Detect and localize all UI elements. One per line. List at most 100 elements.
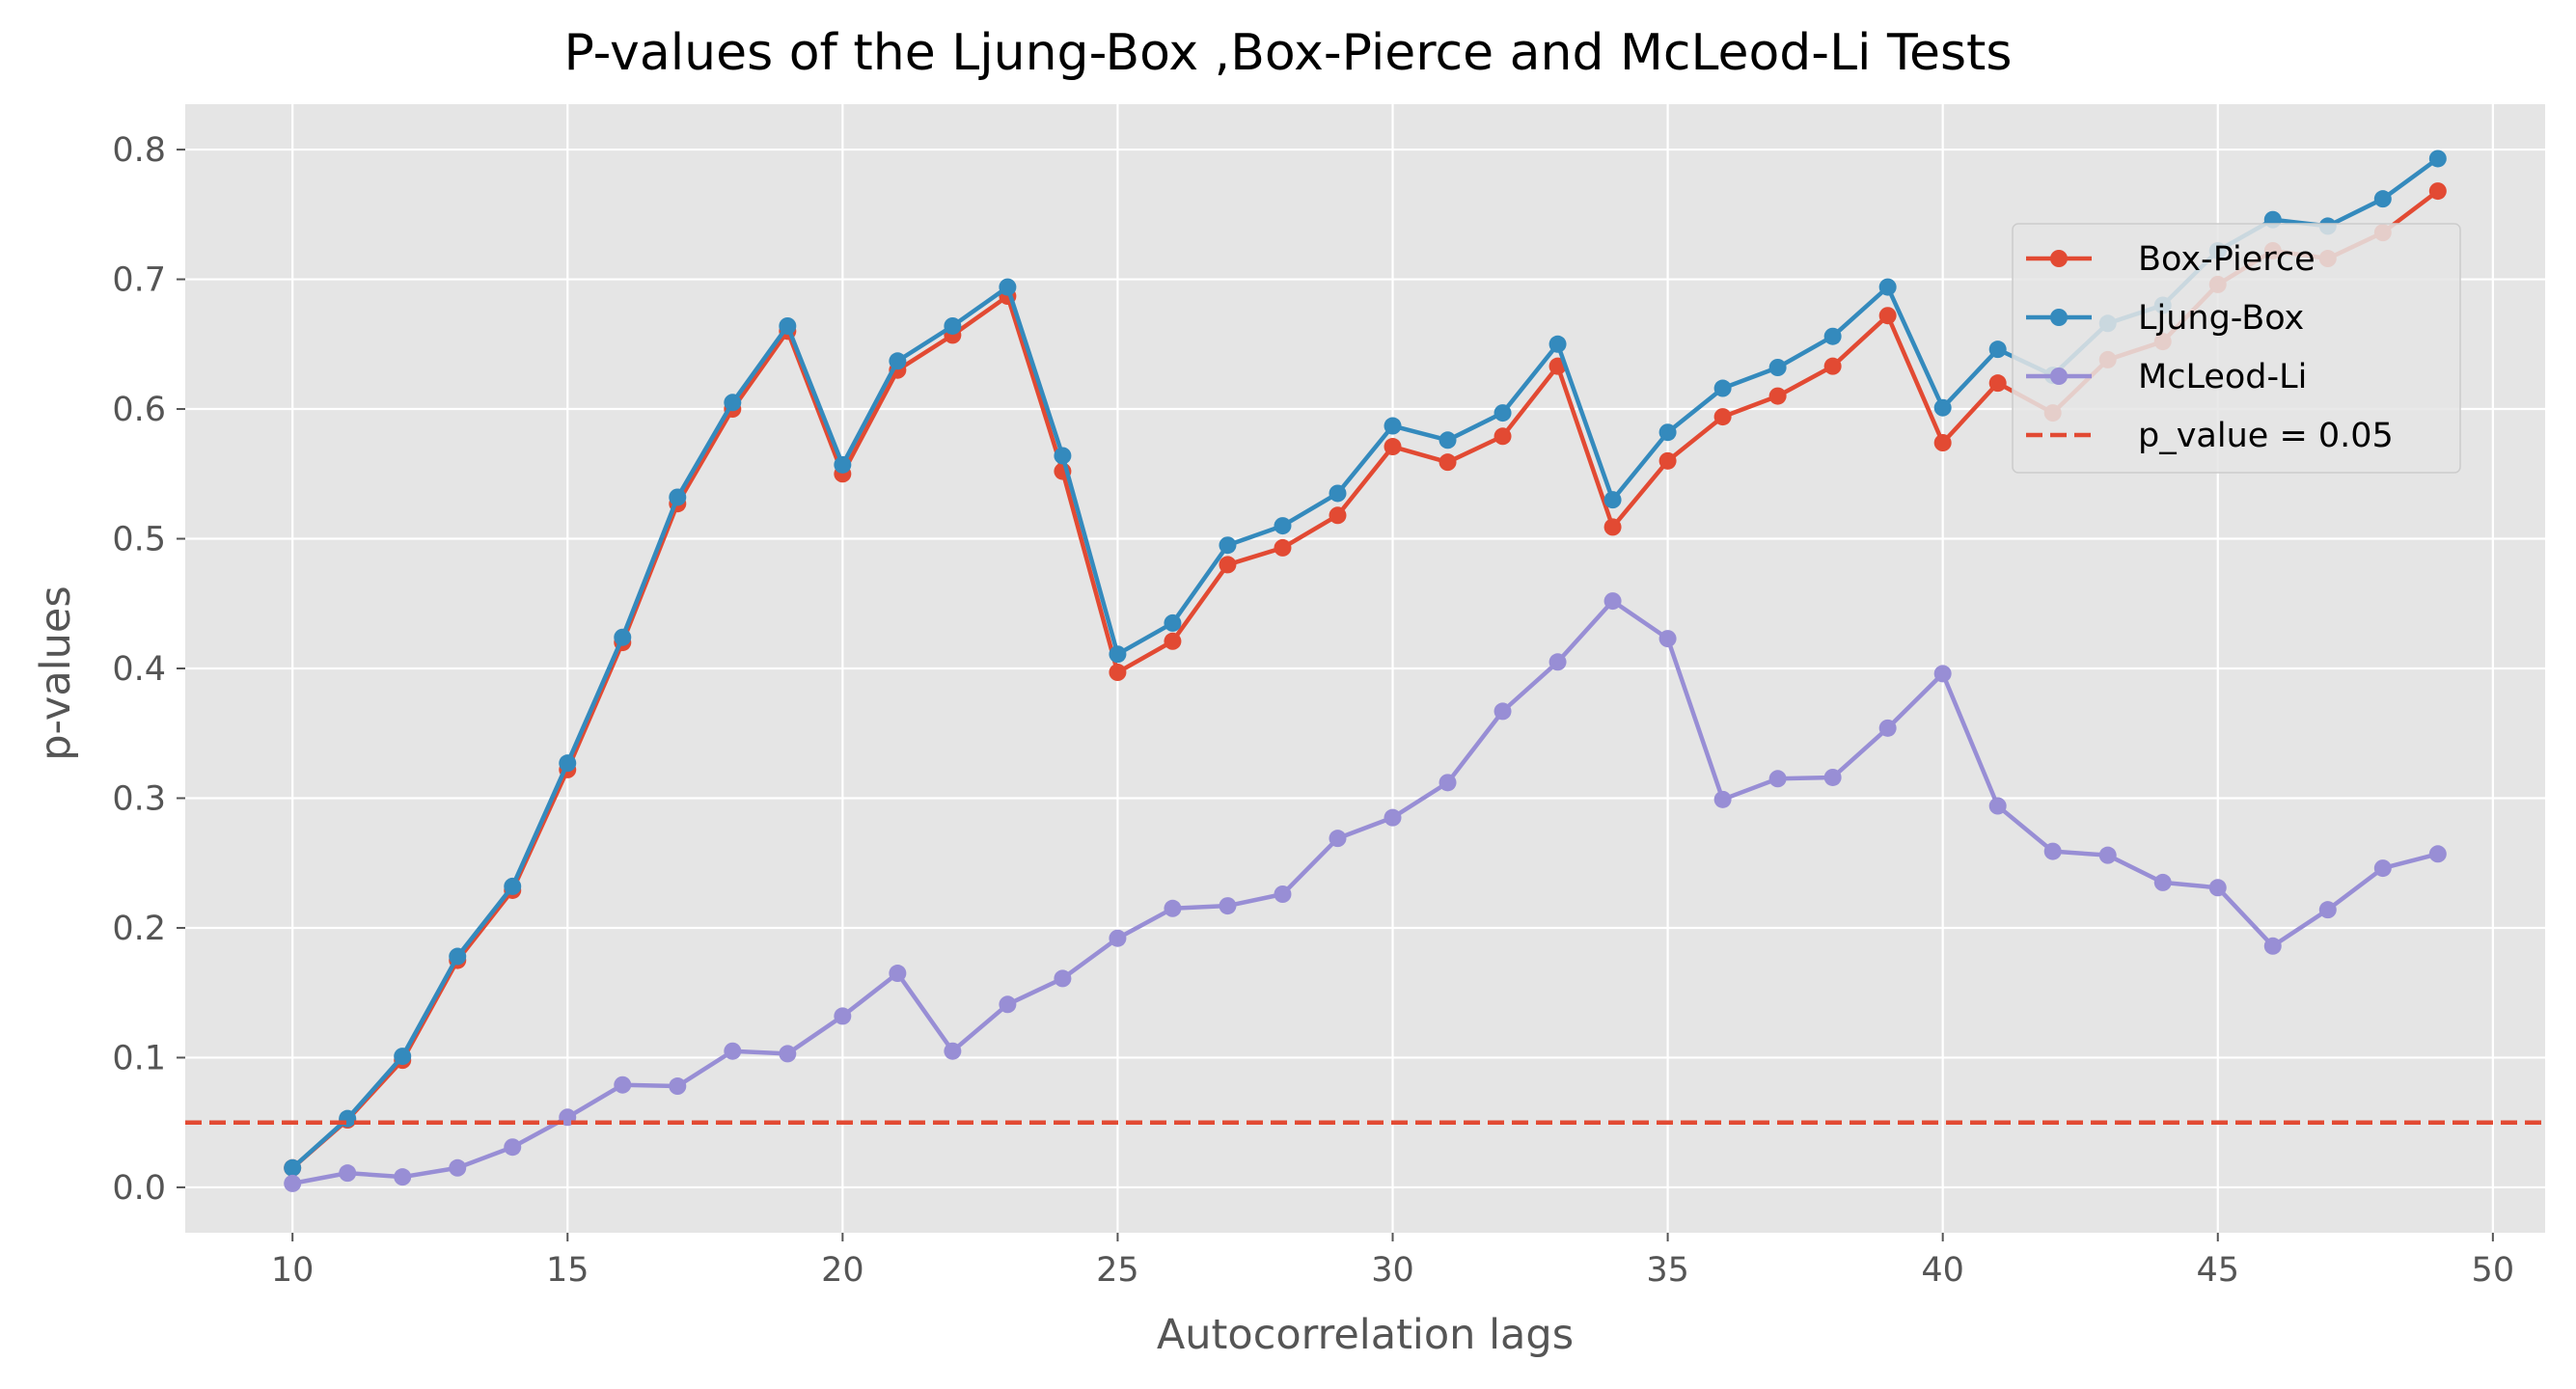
data-point-ljung-box — [1164, 613, 1182, 632]
data-point-ljung-box — [669, 488, 687, 506]
data-point-ljung-box — [1603, 491, 1622, 509]
data-point-box-pierce — [1823, 357, 1842, 375]
y-axis-label: p-values — [32, 586, 80, 761]
data-point-mcleod-li — [1658, 630, 1677, 648]
x-tick-label: 40 — [1921, 1251, 1964, 1290]
data-point-ljung-box — [834, 455, 852, 474]
legend-label-p-value-0-05: p_value = 0.05 — [2138, 417, 2394, 455]
data-point-mcleod-li — [1164, 899, 1182, 917]
data-point-mcleod-li — [394, 1168, 412, 1186]
data-point-ljung-box — [1439, 431, 1457, 449]
data-point-ljung-box — [1109, 645, 1127, 664]
legend-label-ljung-box: Ljung-Box — [2138, 299, 2304, 338]
data-point-ljung-box — [1823, 327, 1842, 345]
data-point-mcleod-li — [1274, 885, 1292, 903]
x-tick-label: 15 — [546, 1251, 589, 1290]
data-point-ljung-box — [779, 316, 797, 335]
data-point-box-pierce — [1219, 556, 1237, 574]
data-point-mcleod-li — [1219, 897, 1237, 915]
data-point-ljung-box — [1384, 417, 1402, 435]
data-point-mcleod-li — [1384, 808, 1402, 827]
data-point-ljung-box — [1219, 536, 1237, 555]
data-point-mcleod-li — [2373, 859, 2392, 878]
y-tick-label: 0.6 — [112, 391, 166, 429]
data-point-ljung-box — [1878, 278, 1897, 296]
data-point-mcleod-li — [944, 1042, 962, 1060]
data-point-box-pierce — [1713, 408, 1732, 426]
chart-title: P-values of the Ljung-Box ,Box-Pierce an… — [563, 24, 2012, 82]
data-point-mcleod-li — [2428, 845, 2447, 863]
data-point-mcleod-li — [2098, 846, 2117, 864]
data-point-mcleod-li — [669, 1077, 687, 1096]
data-point-box-pierce — [1603, 518, 1622, 536]
y-tick-label: 0.2 — [112, 910, 166, 948]
data-point-ljung-box — [1988, 340, 2007, 359]
data-point-ljung-box — [504, 877, 522, 895]
x-tick-label: 45 — [2196, 1251, 2239, 1290]
data-point-box-pierce — [1274, 538, 1292, 557]
data-point-ljung-box — [1658, 423, 1677, 442]
data-point-mcleod-li — [284, 1174, 302, 1192]
data-point-mcleod-li — [779, 1045, 797, 1063]
y-tick-label: 0.7 — [112, 261, 166, 300]
data-point-mcleod-li — [1878, 719, 1897, 737]
data-point-mcleod-li — [2153, 873, 2172, 891]
data-point-mcleod-li — [614, 1076, 632, 1094]
data-point-ljung-box — [339, 1109, 357, 1128]
series-line-mcleod-li — [289, 598, 2441, 1186]
legend-label-box-pierce: Box-Pierce — [2138, 240, 2316, 279]
data-point-ljung-box — [449, 947, 467, 966]
y-tick-label: 0.3 — [112, 779, 166, 818]
data-point-mcleod-li — [1713, 790, 1732, 808]
data-point-mcleod-li — [2318, 901, 2337, 919]
data-point-mcleod-li — [1823, 768, 1842, 786]
y-tick-label: 0.5 — [112, 521, 166, 559]
data-point-box-pierce — [1109, 664, 1127, 682]
x-tick-label: 10 — [271, 1251, 315, 1290]
data-point-ljung-box — [394, 1048, 412, 1066]
data-point-ljung-box — [2373, 190, 2392, 208]
data-point-mcleod-li — [449, 1158, 467, 1177]
data-point-ljung-box — [1054, 447, 1072, 465]
data-point-mcleod-li — [1603, 592, 1622, 611]
data-point-box-pierce — [1164, 632, 1182, 650]
data-point-mcleod-li — [1054, 969, 1072, 988]
data-point-box-pierce — [1768, 387, 1787, 405]
data-point-box-pierce — [1329, 506, 1347, 525]
legend-box — [2012, 223, 2461, 474]
data-point-ljung-box — [999, 278, 1017, 296]
data-point-ljung-box — [1933, 398, 1952, 417]
legend-label-mcleod-li: McLeod-Li — [2138, 358, 2307, 396]
data-point-mcleod-li — [1768, 770, 1787, 788]
x-tick-label: 30 — [1371, 1251, 1414, 1290]
data-point-ljung-box — [2428, 150, 2447, 168]
data-point-ljung-box — [944, 316, 962, 335]
x-tick-label: 25 — [1096, 1251, 1139, 1290]
data-point-mcleod-li — [1988, 797, 2007, 815]
data-point-ljung-box — [889, 352, 907, 370]
data-point-box-pierce — [1658, 451, 1677, 470]
data-point-mcleod-li — [834, 1007, 852, 1025]
data-point-mcleod-li — [2208, 879, 2227, 897]
data-point-mcleod-li — [2043, 842, 2062, 860]
data-point-mcleod-li — [724, 1042, 742, 1060]
data-point-ljung-box — [1713, 379, 1732, 397]
y-tick-label: 0.1 — [112, 1039, 166, 1077]
data-point-ljung-box — [1274, 517, 1292, 535]
x-tick-label: 35 — [1646, 1251, 1689, 1290]
data-point-ljung-box — [614, 628, 632, 646]
data-point-ljung-box — [559, 754, 577, 773]
x-tick-label: 20 — [821, 1251, 864, 1290]
y-tick-label: 0.8 — [112, 131, 166, 170]
y-tick-label: 0.4 — [112, 650, 166, 689]
data-point-ljung-box — [1768, 359, 1787, 376]
data-point-mcleod-li — [339, 1164, 357, 1183]
y-tick-label: 0.0 — [112, 1169, 166, 1208]
data-point-box-pierce — [1384, 438, 1402, 456]
data-point-box-pierce — [1494, 427, 1512, 446]
data-point-ljung-box — [1329, 484, 1347, 503]
legend-marker-ljung-box — [2050, 309, 2068, 326]
legend-marker-box-pierce — [2050, 250, 2068, 267]
